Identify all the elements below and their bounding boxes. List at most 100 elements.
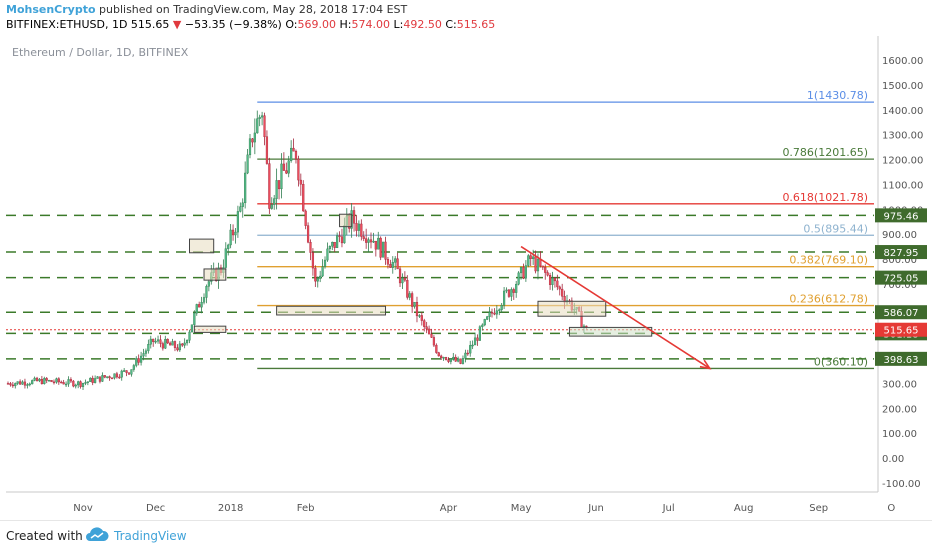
- chart-title: Ethereum / Dollar, 1D, BITFINEX: [12, 46, 189, 59]
- candle-body: [28, 383, 31, 386]
- candle-body: [338, 235, 341, 237]
- consolidation-box[interactable]: [276, 305, 387, 316]
- price-chart[interactable]: 1600.00 1500.00 1400.00 1300.00 1200.00 1100.…: [0, 0, 932, 520]
- candle-body: [561, 288, 564, 297]
- candle-body: [292, 147, 295, 152]
- candle-body: [251, 138, 254, 143]
- candle-body: [142, 353, 145, 357]
- publish-info: published on TradingView.com, May 28, 20…: [99, 3, 408, 16]
- candle-body: [176, 347, 179, 351]
- candle-body: [432, 337, 436, 346]
- candle-body: [352, 210, 356, 224]
- candle-body: [488, 311, 491, 317]
- change-value: −53.35 (−9.38%): [184, 18, 282, 31]
- candle-body: [449, 358, 452, 362]
- candle-body: [461, 358, 465, 364]
- candle-body: [139, 355, 143, 363]
- trend-arrow-line[interactable]: [520, 245, 711, 370]
- candle-body: [38, 378, 41, 382]
- candle-body: [169, 342, 172, 346]
- candle-body: [534, 256, 537, 272]
- candle-body: [323, 259, 327, 267]
- candle-body: [149, 338, 152, 345]
- fib-level-label: 0.786(1201.65): [782, 146, 868, 159]
- tradingview-cloud-icon[interactable]: [84, 527, 110, 547]
- candle-body: [55, 378, 58, 383]
- candle-body: [89, 377, 92, 382]
- candle-body: [490, 311, 494, 314]
- candle-body: [166, 338, 169, 344]
- last-price: 515.65: [130, 18, 170, 31]
- candle-body: [314, 267, 317, 282]
- candle-body: [529, 255, 532, 260]
- candle-body: [500, 305, 503, 310]
- x-tick-label: Dec: [146, 503, 165, 514]
- x-tick-label: Aug: [734, 503, 754, 514]
- candle-body: [282, 163, 285, 171]
- y-tick-label: 100.00: [882, 429, 917, 440]
- x-tick-label: May: [511, 503, 532, 514]
- candle-body: [316, 278, 319, 282]
- candle-body: [524, 265, 527, 279]
- candle-body: [9, 383, 12, 386]
- candle-body: [478, 326, 481, 341]
- candle-body: [69, 379, 73, 382]
- candle-body: [379, 237, 382, 258]
- candle-body: [326, 248, 329, 261]
- candle-body: [367, 239, 370, 243]
- y-tick-label: 300.00: [882, 379, 917, 390]
- candle-body: [164, 338, 167, 349]
- y-tick-label: 700.00: [882, 280, 917, 291]
- x-tick-label: O: [887, 503, 895, 514]
- open-value: 569.00: [297, 18, 337, 31]
- consolidation-box[interactable]: [193, 325, 227, 333]
- x-tick-label: Apr: [440, 503, 458, 514]
- candle-body: [195, 304, 198, 314]
- candle-body: [427, 328, 431, 335]
- candle-body: [507, 289, 511, 297]
- candle-body: [454, 356, 457, 362]
- candle-body: [430, 333, 433, 338]
- candle-body: [297, 158, 300, 181]
- candle-body: [517, 272, 520, 285]
- candle-body: [394, 258, 397, 263]
- candle-body: [33, 377, 36, 381]
- candle-body: [280, 163, 283, 190]
- tradingview-brand[interactable]: TradingView: [114, 529, 187, 543]
- consolidation-box[interactable]: [189, 238, 215, 254]
- candle-body: [365, 238, 368, 243]
- candle-body: [64, 383, 68, 386]
- x-tick-label: 2018: [218, 503, 243, 514]
- support-price-label: 725.05: [884, 274, 919, 285]
- candle-body: [331, 241, 334, 247]
- candle-body: [248, 138, 252, 156]
- consolidation-box[interactable]: [568, 326, 653, 337]
- high-label: H:: [339, 18, 352, 31]
- candle-body: [202, 297, 206, 303]
- candle-body: [503, 290, 506, 306]
- candle-body: [159, 339, 162, 344]
- candle-body: [360, 223, 363, 237]
- candle-body: [52, 381, 56, 384]
- candle-body: [319, 275, 322, 279]
- author-name[interactable]: MohsenCrypto: [6, 3, 96, 16]
- candle-body: [398, 268, 402, 284]
- candle-body: [161, 343, 164, 349]
- x-tick-label: Sep: [809, 503, 828, 514]
- candle-body: [382, 241, 385, 258]
- candle-body: [294, 150, 298, 160]
- candle-body: [156, 339, 160, 342]
- consolidation-box[interactable]: [339, 213, 353, 228]
- consolidation-box[interactable]: [203, 268, 227, 281]
- candle-body: [198, 304, 201, 308]
- candle-body: [26, 384, 29, 386]
- candle-body: [362, 236, 365, 239]
- consolidation-box[interactable]: [537, 300, 607, 317]
- publish-line: MohsenCrypto published on TradingView.co…: [6, 3, 407, 16]
- y-tick-label: 0.00: [882, 454, 904, 465]
- candle-body: [406, 279, 409, 298]
- candle-body: [193, 312, 196, 325]
- candle-body: [152, 338, 155, 342]
- candle-body: [144, 350, 148, 354]
- candle-body: [435, 344, 438, 353]
